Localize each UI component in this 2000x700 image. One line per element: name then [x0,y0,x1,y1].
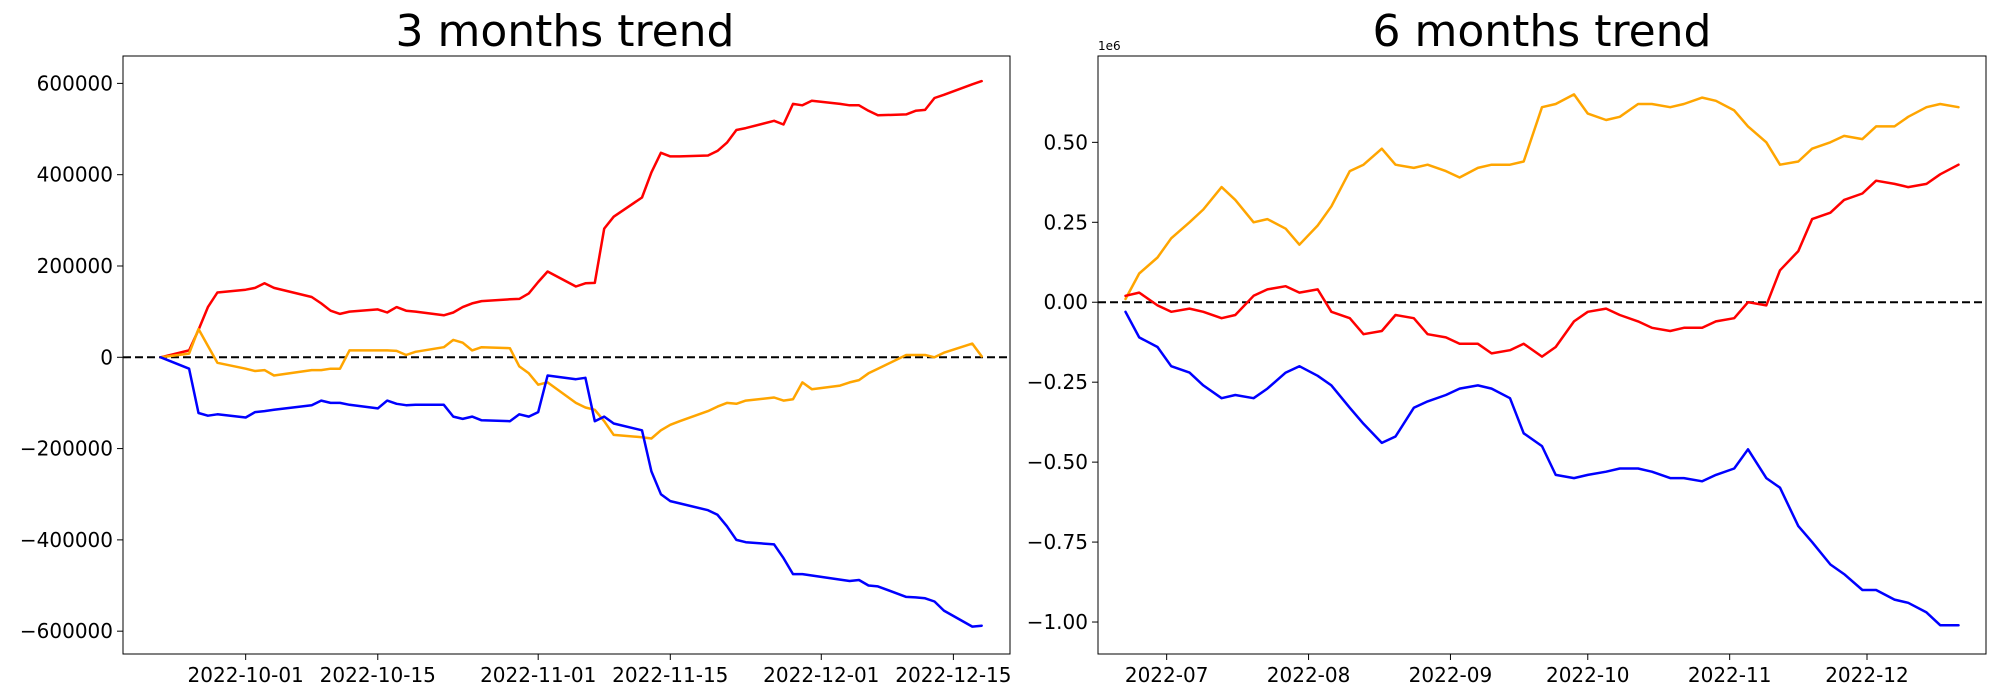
plot-frame [122,55,1011,655]
chart-title: 6 months trend [1373,6,1712,57]
y-tick-label: 0.00 [1043,290,1088,314]
series-line [159,356,983,628]
y-scale-label: 1e6 [1098,39,1121,53]
y-tick-label: −0.25 [1027,370,1088,394]
chart-title: 3 months trend [396,6,735,57]
y-tick-label: −200000 [20,437,113,461]
x-tick-label: 2022-10-15 [320,663,436,687]
series-layer [123,79,1010,628]
series-line [1124,93,1960,301]
series-line [159,327,983,440]
tick-layer: 2022-07 2022-08 2022-09 2022-10 2022-11 2022-… [1027,130,1909,687]
y-tick-label: −0.75 [1027,530,1088,554]
y-tick-label: 400000 [37,163,113,187]
y-tick-label: −0.50 [1027,450,1088,474]
chart-6-months: 6 months trend 1e6 2022-07 2022-08 2022-09… [1027,6,1987,687]
series-line [1124,163,1960,358]
x-tick-label: 2022-07 [1125,663,1209,687]
tick-layer: 2022-10-01 2022-10-15 2022-11-01 2022-11-15… [20,71,1012,687]
y-tick-label: −1.00 [1027,610,1088,634]
y-tick-label: 0.50 [1043,130,1088,154]
y-tick-label: 0.25 [1043,210,1088,234]
y-tick-label: 0 [100,345,113,369]
x-tick-label: 2022-11-01 [480,663,596,687]
x-tick-label: 2022-09 [1409,663,1493,687]
x-tick-label: 2022-12-15 [895,663,1011,687]
y-tick-label: −400000 [20,528,113,552]
x-tick-label: 2022-10 [1546,663,1630,687]
chart-3-months: 3 months trend 2022-10-01 2022-10-15 2022-… [20,6,1012,687]
plot-frame [1097,55,1987,655]
x-tick-label: 2022-11 [1688,663,1772,687]
series-line [159,79,983,359]
y-tick-label: 200000 [37,254,113,278]
x-tick-label: 2022-10-01 [188,663,304,687]
x-tick-label: 2022-08 [1267,663,1351,687]
y-tick-label: 600000 [37,71,113,95]
series-line [1124,310,1960,627]
y-tick-label: −600000 [20,619,113,643]
x-tick-label: 2022-12 [1825,663,1909,687]
x-tick-label: 2022-12-01 [763,663,879,687]
series-layer [1098,93,1986,627]
x-tick-label: 2022-11-15 [612,663,728,687]
